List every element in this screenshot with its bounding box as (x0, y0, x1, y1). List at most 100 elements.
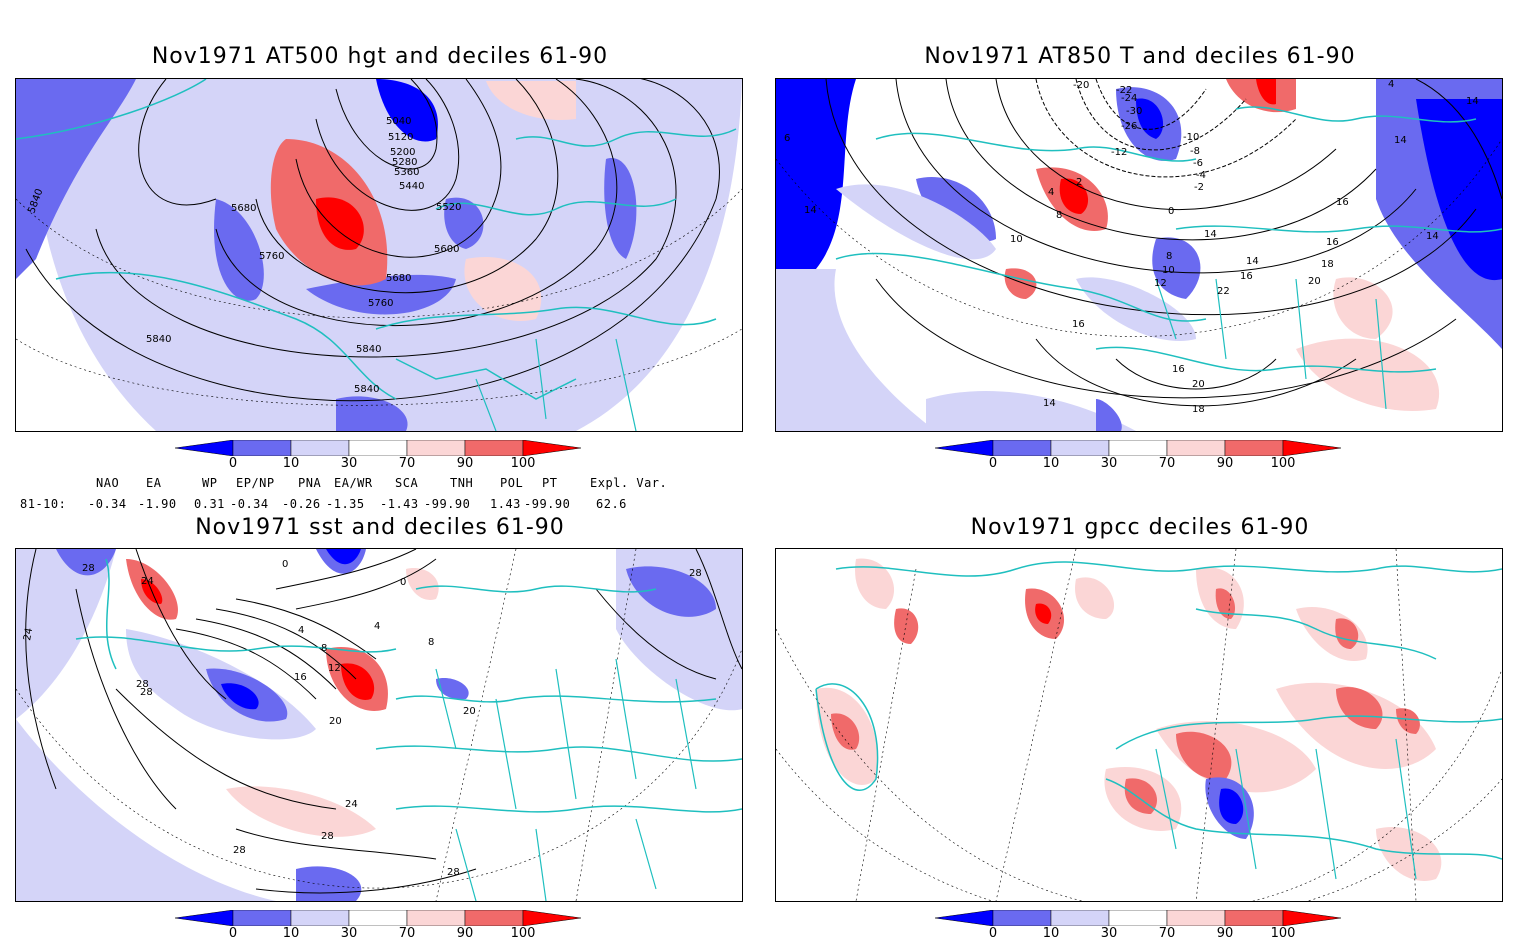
index-value: 0.31 (194, 497, 225, 511)
contour-label: 0 (400, 577, 406, 588)
contour-label: -6 (1193, 158, 1203, 169)
index-value: -0.34 (230, 497, 269, 511)
index-value: 1.43 (490, 497, 521, 511)
contour-label: 6 (784, 133, 790, 144)
contour-label: -24 (1121, 93, 1137, 104)
contour-label: 24 (141, 576, 154, 587)
contour-label: -20 (1073, 80, 1089, 91)
colorbar-label: 90 (456, 926, 474, 941)
contour-label: 28 (321, 831, 334, 842)
panel-title-gpcc: Nov1971 gpcc deciles 61-90 (970, 515, 1310, 540)
colorbar-label: 90 (1216, 456, 1234, 471)
contour-label: -8 (1190, 146, 1200, 157)
contour-label: 5760 (368, 298, 393, 309)
contour-label: 14 (1394, 135, 1407, 146)
contour-label: 12 (1154, 278, 1167, 289)
colorbar-label: 100 (510, 456, 536, 471)
contour-label: 16 (1240, 271, 1253, 282)
contour-label: 28 (140, 687, 153, 698)
colorbar-label: 90 (1216, 926, 1234, 941)
index-row-label: 81-10: (20, 497, 67, 511)
contour-label: 18 (1321, 259, 1334, 270)
contour-label: -2 (1194, 182, 1204, 193)
index-value: -99.90 (524, 497, 571, 511)
index-value: 62.6 (596, 497, 627, 511)
index-header: POL (500, 476, 524, 490)
index-value: -1.43 (380, 497, 419, 511)
contour-label: 16 (1072, 319, 1085, 330)
index-header: EA (146, 476, 162, 490)
contour-label: 4 (1048, 187, 1054, 198)
contour-label: -12 (1111, 147, 1127, 158)
index-header: SCA (395, 476, 419, 490)
contour-label: 5680 (231, 203, 256, 214)
contour-label: 10 (1010, 234, 1023, 245)
contour-label: -10 (1183, 132, 1199, 143)
colorbar-label: 10 (282, 926, 300, 941)
contour-label: 18 (1192, 404, 1205, 415)
colorbar-label: 10 (1042, 456, 1060, 471)
colorbar-label: 90 (456, 456, 474, 471)
colorbar-t850: 0 10 30 70 90 100 (934, 439, 1365, 476)
contour-label: 12 (328, 663, 341, 674)
contour-label: 5520 (436, 202, 461, 213)
contour-label: 5840 (356, 344, 381, 355)
panel-title-t850: Nov1971 AT850 T and deciles 61-90 (924, 44, 1356, 69)
contour-label: 16 (1326, 237, 1339, 248)
colorbar-label: 70 (1158, 926, 1176, 941)
colorbar-label: 0 (988, 926, 998, 941)
index-header: EP/NP (236, 476, 275, 490)
contour-label: 8 (1166, 251, 1172, 262)
contour-label: 28 (233, 845, 246, 856)
colorbar-label: 10 (1042, 926, 1060, 941)
contour-label: 16 (1336, 197, 1349, 208)
colorbar-label: 0 (988, 456, 998, 471)
contour-label: 14 (804, 205, 817, 216)
colorbar-label: 0 (228, 456, 238, 471)
map-panel-sst: 24 24 28 28 28 0 0 4 4 8 8 12 16 20 20 2… (15, 548, 743, 902)
colorbar-label: 70 (398, 926, 416, 941)
panel-title-sst: Nov1971 sst and deciles 61-90 (195, 515, 565, 540)
contour-label: 14 (1204, 229, 1217, 240)
contour-label: 8 (428, 637, 434, 648)
index-header: TNH (450, 476, 474, 490)
index-header: PNA (298, 476, 322, 490)
colorbar-label: 100 (1270, 456, 1296, 471)
contour-label: 20 (463, 706, 476, 717)
colorbar-gpcc: 0 10 30 70 90 100 (934, 909, 1365, 946)
contour-label: 8 (321, 643, 327, 654)
contour-label: 28 (136, 679, 149, 690)
index-value: -1.90 (138, 497, 177, 511)
contour-label: 16 (1172, 364, 1185, 375)
index-value: -0.26 (282, 497, 321, 511)
contour-label: 5680 (386, 273, 411, 284)
colorbar-label: 30 (1100, 456, 1118, 471)
contour-label: 5840 (354, 384, 379, 395)
colorbar-label: 30 (340, 926, 358, 941)
contour-label: 28 (689, 568, 702, 579)
contour-label: 28 (447, 867, 460, 878)
contour-label: 0 (282, 559, 288, 570)
contour-label: 24 (345, 799, 358, 810)
index-header: WP (202, 476, 218, 490)
contour-label: 14 (1043, 398, 1056, 409)
colorbar-label: 10 (282, 456, 300, 471)
contour-label: 4 (1388, 79, 1394, 90)
colorbar-label: 100 (1270, 926, 1296, 941)
contour-label: 5600 (434, 244, 459, 255)
contour-label: 5280 (392, 157, 417, 168)
contour-label: 22 (1217, 286, 1230, 297)
colorbar-label: 100 (510, 926, 536, 941)
contour-label: 24 (22, 627, 35, 641)
contour-label: 5120 (388, 132, 413, 143)
map-panel-t850: -20 -22 -24 -26 -30 -12 -10 -8 -6 -4 -2 … (775, 78, 1503, 432)
colorbar-label: 30 (340, 456, 358, 471)
contour-label: 28 (82, 563, 95, 574)
contour-label: 5440 (399, 181, 424, 192)
index-value: -99.90 (424, 497, 471, 511)
colorbar-label: 70 (398, 456, 416, 471)
panel-title-hgt500: Nov1971 AT500 hgt and deciles 61-90 (151, 44, 609, 69)
contour-label: 20 (1192, 379, 1205, 390)
contour-label: -26 (1121, 121, 1137, 132)
index-header: Expl. Var. (590, 476, 668, 490)
